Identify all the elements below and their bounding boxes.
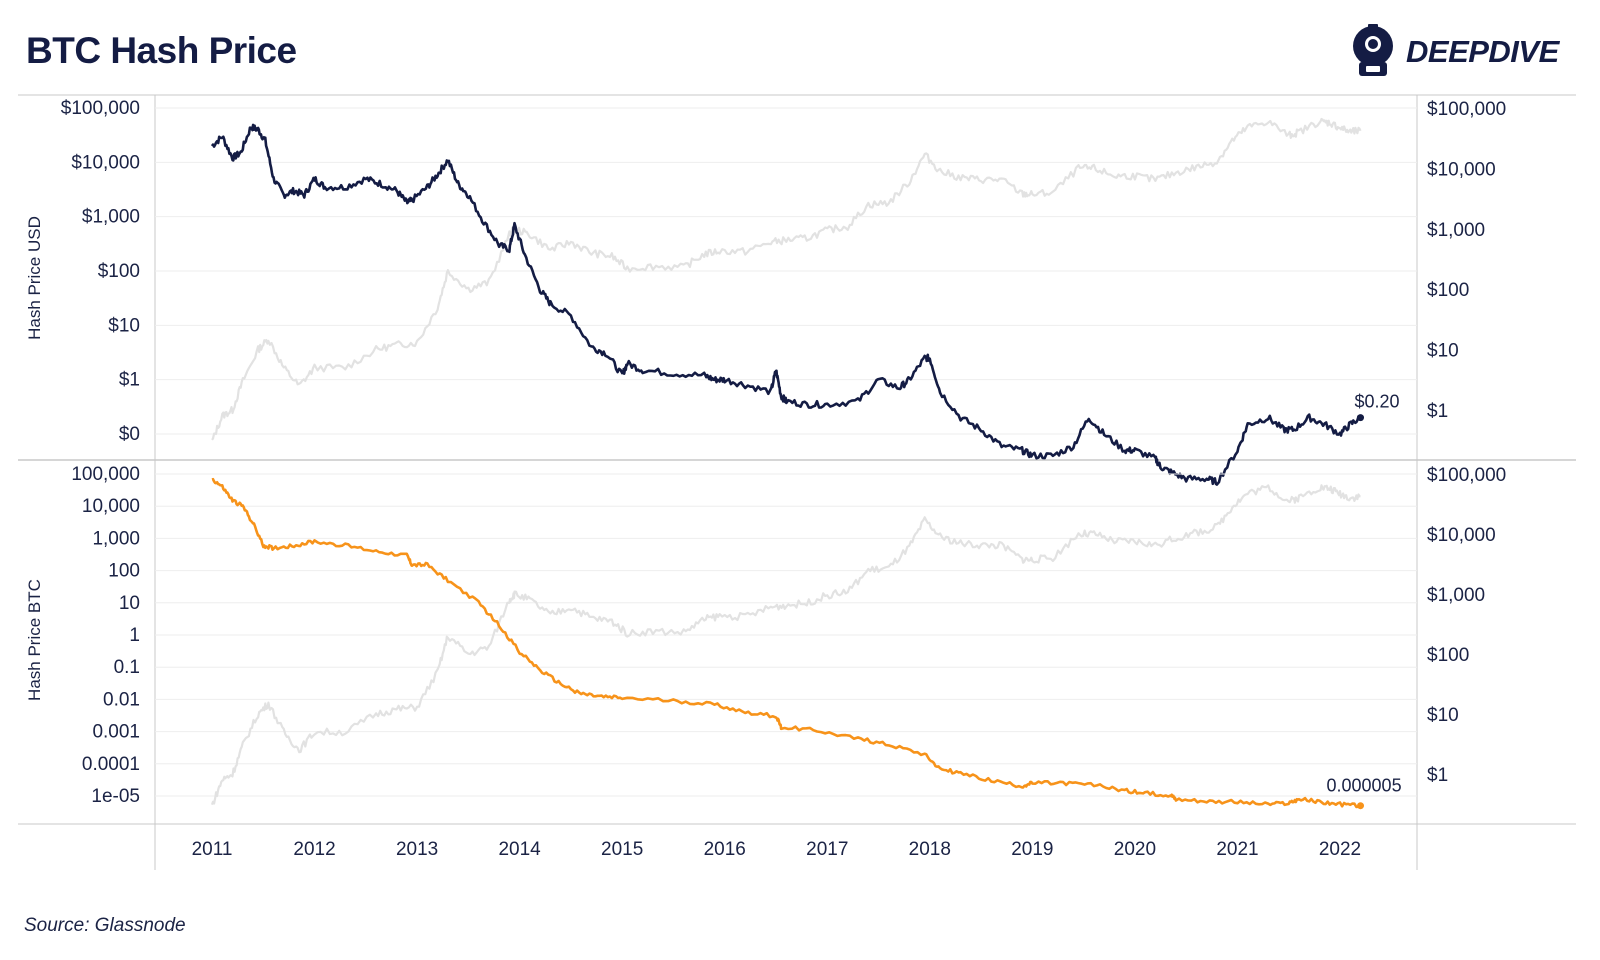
right-tick-label: $1,000 [1427, 585, 1485, 606]
x-tick-label: 2015 [601, 839, 643, 860]
x-tick-label: 2022 [1319, 839, 1361, 860]
x-tick-label: 2016 [704, 839, 746, 860]
end-value-label: 0.000005 [1327, 776, 1402, 796]
y-tick-label: 10 [119, 593, 140, 614]
x-tick-label: 2019 [1011, 839, 1053, 860]
y-tick-label: $10,000 [71, 152, 140, 173]
y-tick-label: $0 [119, 424, 140, 445]
chart-title: BTC Hash Price [26, 30, 297, 71]
y-tick-label: 1e-05 [91, 786, 140, 807]
btc-price-line [210, 484, 1361, 806]
x-tick-label: 2021 [1216, 839, 1258, 860]
x-tick-label: 2018 [909, 839, 951, 860]
logo-text: DEEPDIVE [1406, 34, 1559, 69]
end-value-label: $0.20 [1355, 392, 1400, 412]
deepdive-logo: DEEPDIVE [1346, 22, 1586, 84]
y-tick-label: 0.01 [103, 689, 140, 710]
hash-price-usd-line [210, 123, 1361, 486]
x-tick-label: 2014 [498, 839, 541, 860]
y-tick-label: $1 [119, 370, 140, 391]
diving-helmet-icon [1353, 24, 1393, 76]
x-tick-label: 2011 [192, 839, 233, 860]
x-tick-label: 2020 [1114, 839, 1156, 860]
right-tick-label: $100 [1427, 645, 1469, 666]
right-tick-label: $100 [1427, 280, 1469, 301]
y-tick-label: 0.1 [114, 657, 140, 678]
y-axis-title: Hash Price USD [25, 216, 44, 340]
y-tick-label: $100,000 [61, 98, 140, 119]
y-tick-label: 10,000 [82, 496, 140, 517]
right-tick-label: $10,000 [1427, 525, 1496, 546]
y-tick-label: 1,000 [92, 528, 140, 549]
x-tick-label: 2013 [396, 839, 438, 860]
source-note: Source: Glassnode [24, 915, 186, 936]
x-tick-label: 2012 [293, 839, 335, 860]
y-tick-label: 0.001 [92, 722, 140, 743]
right-tick-label: $1 [1427, 765, 1448, 786]
y-axis-title: Hash Price BTC [25, 579, 44, 701]
right-tick-label: $10 [1427, 705, 1459, 726]
right-tick-label: $1,000 [1427, 220, 1485, 241]
right-tick-label: $100,000 [1427, 465, 1506, 486]
y-tick-label: $10 [108, 315, 140, 336]
end-point [1357, 414, 1365, 422]
right-tick-label: $1 [1427, 401, 1448, 422]
y-tick-label: $100 [98, 261, 140, 282]
y-tick-label: $1,000 [82, 207, 140, 228]
right-tick-label: $100,000 [1427, 99, 1506, 120]
x-tick-label: 2017 [806, 839, 848, 860]
y-tick-label: 1 [129, 625, 140, 646]
y-tick-label: 100,000 [71, 464, 140, 485]
y-tick-label: 0.0001 [82, 754, 140, 775]
right-tick-label: $10 [1427, 341, 1459, 362]
hash-price-btc-line [211, 477, 1362, 809]
end-point [1357, 802, 1365, 810]
right-tick-label: $10,000 [1427, 159, 1496, 180]
btc-price-line [211, 117, 1362, 441]
y-tick-label: 100 [108, 561, 140, 582]
